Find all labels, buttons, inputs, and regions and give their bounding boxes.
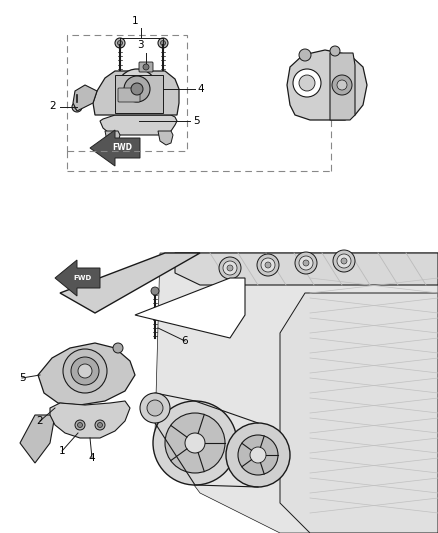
Circle shape xyxy=(295,252,317,274)
Text: 2: 2 xyxy=(49,101,57,111)
FancyBboxPatch shape xyxy=(139,62,153,72)
Circle shape xyxy=(293,69,321,97)
Circle shape xyxy=(299,75,315,91)
Circle shape xyxy=(117,69,157,109)
Text: 1: 1 xyxy=(59,446,65,456)
Text: 5: 5 xyxy=(19,373,25,383)
Polygon shape xyxy=(158,131,173,145)
Polygon shape xyxy=(287,50,367,120)
Text: 3: 3 xyxy=(137,40,143,50)
Text: 2: 2 xyxy=(37,416,43,426)
Bar xyxy=(67,35,187,151)
Circle shape xyxy=(337,80,347,90)
Circle shape xyxy=(74,104,80,109)
Circle shape xyxy=(227,265,233,271)
Text: 6: 6 xyxy=(182,336,188,346)
Polygon shape xyxy=(20,415,55,463)
Circle shape xyxy=(153,401,237,485)
Text: FWD: FWD xyxy=(74,275,92,281)
Circle shape xyxy=(72,102,82,112)
Polygon shape xyxy=(93,71,179,115)
Circle shape xyxy=(341,258,347,264)
Polygon shape xyxy=(60,253,200,313)
Circle shape xyxy=(333,250,355,272)
Text: 5: 5 xyxy=(193,116,199,126)
Polygon shape xyxy=(38,343,135,405)
Polygon shape xyxy=(55,260,100,296)
Circle shape xyxy=(185,433,205,453)
Circle shape xyxy=(75,420,85,430)
Circle shape xyxy=(78,423,82,427)
Circle shape xyxy=(63,349,107,393)
Polygon shape xyxy=(330,53,355,120)
Polygon shape xyxy=(50,401,130,438)
Circle shape xyxy=(113,343,123,353)
Circle shape xyxy=(261,258,275,272)
Circle shape xyxy=(151,287,159,295)
Circle shape xyxy=(165,413,225,473)
Polygon shape xyxy=(73,85,97,111)
Polygon shape xyxy=(115,75,163,113)
Text: FWD: FWD xyxy=(112,143,132,152)
Circle shape xyxy=(161,135,169,143)
Circle shape xyxy=(108,135,116,143)
Circle shape xyxy=(238,435,278,475)
Polygon shape xyxy=(100,115,177,135)
Circle shape xyxy=(265,262,271,268)
Circle shape xyxy=(110,137,114,141)
Polygon shape xyxy=(280,293,438,533)
Circle shape xyxy=(257,254,279,276)
Circle shape xyxy=(337,254,351,268)
Circle shape xyxy=(250,447,266,463)
Circle shape xyxy=(299,256,313,270)
Circle shape xyxy=(303,260,309,266)
Circle shape xyxy=(226,423,290,487)
Text: 4: 4 xyxy=(198,84,204,94)
Circle shape xyxy=(95,420,105,430)
Polygon shape xyxy=(155,253,438,533)
Polygon shape xyxy=(90,130,140,166)
Circle shape xyxy=(158,38,168,48)
Circle shape xyxy=(299,49,311,61)
Circle shape xyxy=(332,75,352,95)
Circle shape xyxy=(71,357,99,385)
Polygon shape xyxy=(135,278,245,338)
Circle shape xyxy=(163,137,167,141)
FancyBboxPatch shape xyxy=(118,88,140,102)
Text: 1: 1 xyxy=(132,16,138,26)
Circle shape xyxy=(219,257,241,279)
Circle shape xyxy=(124,76,150,102)
Text: 4: 4 xyxy=(88,453,95,463)
Circle shape xyxy=(140,393,170,423)
Circle shape xyxy=(117,41,123,45)
Circle shape xyxy=(78,364,92,378)
Circle shape xyxy=(160,41,166,45)
Circle shape xyxy=(223,261,237,275)
Polygon shape xyxy=(105,131,120,145)
Circle shape xyxy=(115,38,125,48)
Polygon shape xyxy=(175,253,438,285)
Circle shape xyxy=(330,46,340,56)
Circle shape xyxy=(131,83,143,95)
Circle shape xyxy=(147,400,163,416)
Circle shape xyxy=(143,64,149,70)
Circle shape xyxy=(98,423,102,427)
